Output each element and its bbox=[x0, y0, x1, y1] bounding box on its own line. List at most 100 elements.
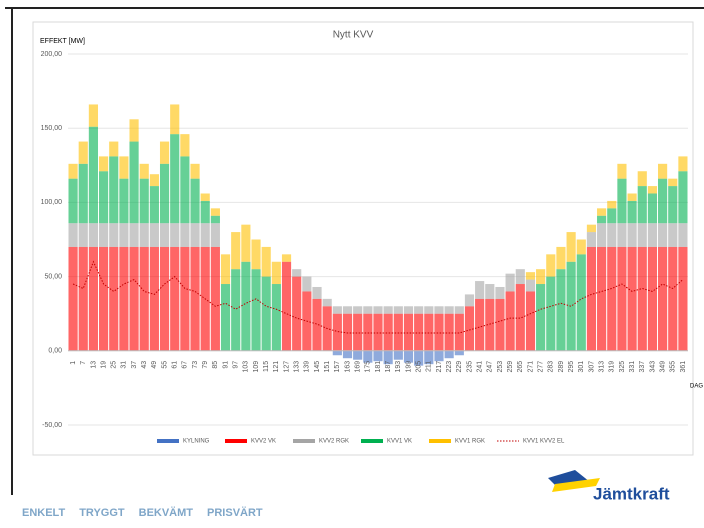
bar-segment bbox=[78, 223, 88, 247]
bar-segment bbox=[170, 104, 180, 135]
bar-segment bbox=[373, 313, 383, 351]
bar-segment bbox=[617, 178, 627, 224]
bar-segment bbox=[119, 223, 129, 247]
legend-label: KYLNING bbox=[183, 439, 210, 445]
bar-segment bbox=[393, 306, 403, 314]
x-tick-label: 241 bbox=[476, 361, 483, 373]
x-tick-label: 247 bbox=[487, 361, 494, 373]
bar-segment bbox=[678, 171, 688, 224]
bar-segment bbox=[261, 276, 271, 351]
bar-segment bbox=[78, 163, 88, 224]
bar-segment bbox=[495, 298, 505, 351]
x-tick-label: 145 bbox=[314, 361, 321, 373]
y-tick-label: 150,00 bbox=[41, 125, 63, 132]
logo-text: Jämtkraft bbox=[593, 484, 670, 503]
legend-swatch bbox=[293, 439, 315, 443]
bar-segment bbox=[607, 223, 617, 247]
bar-segment bbox=[668, 223, 678, 247]
bar-segment bbox=[393, 350, 403, 360]
bar-segment bbox=[617, 246, 627, 351]
bar-segment bbox=[231, 232, 241, 270]
bar-segment bbox=[434, 350, 444, 362]
bar-segment bbox=[403, 350, 414, 363]
bar-segment bbox=[597, 223, 607, 247]
bar-segment bbox=[485, 298, 495, 351]
bar-segment bbox=[658, 178, 668, 224]
bar-segment bbox=[678, 156, 688, 172]
bar-segment bbox=[139, 246, 149, 351]
x-tick-label: 229 bbox=[456, 361, 463, 373]
x-tick-label: 277 bbox=[537, 361, 544, 373]
legend-label: KVV1 KVV2 EL bbox=[523, 439, 565, 445]
bar-segment bbox=[505, 291, 515, 351]
x-axis-label: DAG bbox=[690, 384, 703, 390]
x-tick-label: 37 bbox=[131, 361, 138, 369]
x-tick-label: 343 bbox=[649, 361, 656, 373]
x-tick-label: 217 bbox=[436, 361, 443, 373]
bar-segment bbox=[536, 284, 546, 351]
bar-segment bbox=[475, 281, 485, 299]
bar-segment bbox=[627, 246, 637, 351]
x-tick-label: 139 bbox=[304, 361, 311, 373]
slogan-word: TRYGGT bbox=[79, 507, 125, 519]
bar-segment bbox=[586, 246, 597, 351]
bar-segment bbox=[485, 284, 495, 299]
x-tick-label: 73 bbox=[192, 361, 199, 369]
bar-segment bbox=[414, 313, 424, 351]
x-tick-label: 25 bbox=[111, 361, 118, 369]
bar-segment bbox=[525, 279, 536, 292]
slogan-word: ENKELT bbox=[22, 507, 65, 519]
bar-segment bbox=[647, 186, 658, 194]
bar-segment bbox=[434, 313, 444, 351]
legend-label: KVV1 VK bbox=[387, 439, 412, 445]
bar-segment bbox=[637, 223, 647, 247]
x-tick-label: 235 bbox=[466, 361, 473, 373]
x-tick-label: 91 bbox=[222, 361, 229, 369]
line-series bbox=[72, 260, 684, 334]
bar-segment bbox=[627, 200, 637, 224]
bar-segment bbox=[139, 223, 149, 247]
bar-segment bbox=[393, 313, 403, 351]
bar-segment bbox=[576, 254, 586, 351]
x-tick-label: 211 bbox=[426, 361, 433, 372]
x-tick-label: 55 bbox=[161, 361, 168, 369]
bar-segment bbox=[139, 178, 149, 224]
bar-segment bbox=[98, 246, 109, 351]
bar-segment bbox=[637, 171, 647, 187]
bar-segment bbox=[149, 186, 159, 224]
bar-segment bbox=[444, 313, 454, 351]
legend-label: KVV2 RGK bbox=[319, 439, 349, 445]
x-tick-label: 61 bbox=[172, 361, 179, 369]
bar-segment bbox=[109, 223, 119, 247]
x-tick-label: 295 bbox=[568, 361, 575, 373]
bar-segment bbox=[68, 223, 78, 247]
bar-segment bbox=[607, 200, 617, 209]
bar-segment bbox=[454, 313, 464, 351]
bar-segment bbox=[353, 350, 363, 360]
y-tick-label: 200,00 bbox=[41, 51, 63, 58]
bar-segment bbox=[139, 163, 149, 179]
x-tick-label: 13 bbox=[90, 361, 97, 369]
bar-segment bbox=[546, 254, 556, 277]
bar-segment bbox=[647, 223, 658, 247]
x-tick-label: 283 bbox=[548, 361, 555, 373]
bar-segment bbox=[586, 232, 597, 247]
x-tick-label: 121 bbox=[273, 361, 280, 373]
bar-segment bbox=[210, 208, 220, 216]
bar-segment bbox=[342, 350, 353, 359]
slogan-word: BEKVÄMT bbox=[139, 506, 194, 519]
bar-segment bbox=[220, 284, 231, 351]
bar-segment bbox=[302, 276, 312, 292]
chart-title: Nytt KVV bbox=[333, 30, 374, 41]
bar-segment bbox=[170, 134, 180, 224]
x-tick-label: 49 bbox=[151, 361, 158, 369]
bar-segment bbox=[170, 223, 180, 247]
x-tick-label: 193 bbox=[395, 361, 402, 373]
bar-segment bbox=[241, 261, 251, 351]
bar-segment bbox=[180, 134, 190, 157]
bar-segment bbox=[159, 223, 170, 247]
bar-segment bbox=[261, 246, 271, 277]
logo: Jämtkraft bbox=[548, 470, 670, 503]
bar-segment bbox=[200, 200, 210, 224]
